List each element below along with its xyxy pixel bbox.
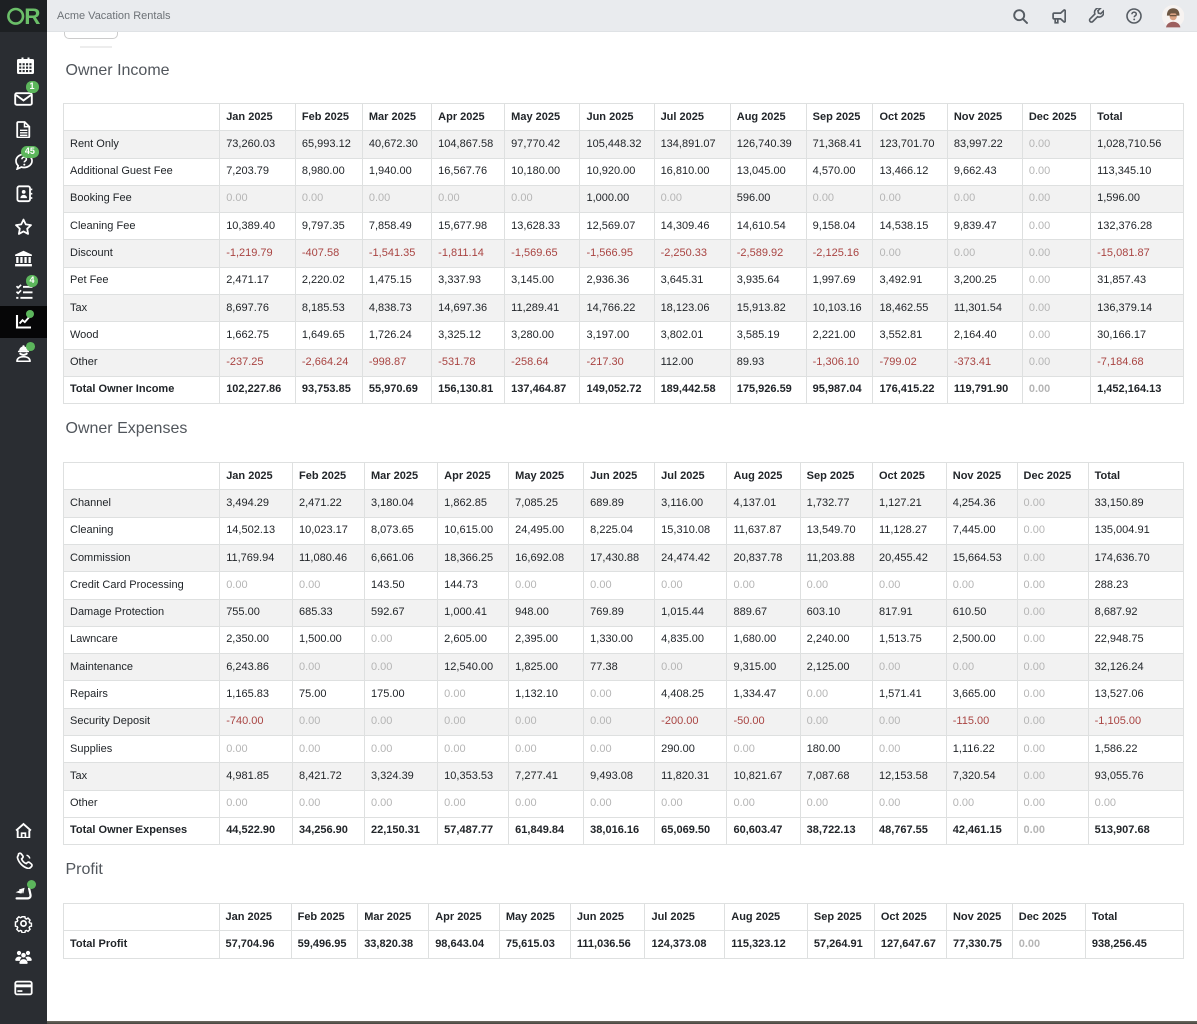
svg-text:R: R xyxy=(24,4,40,29)
